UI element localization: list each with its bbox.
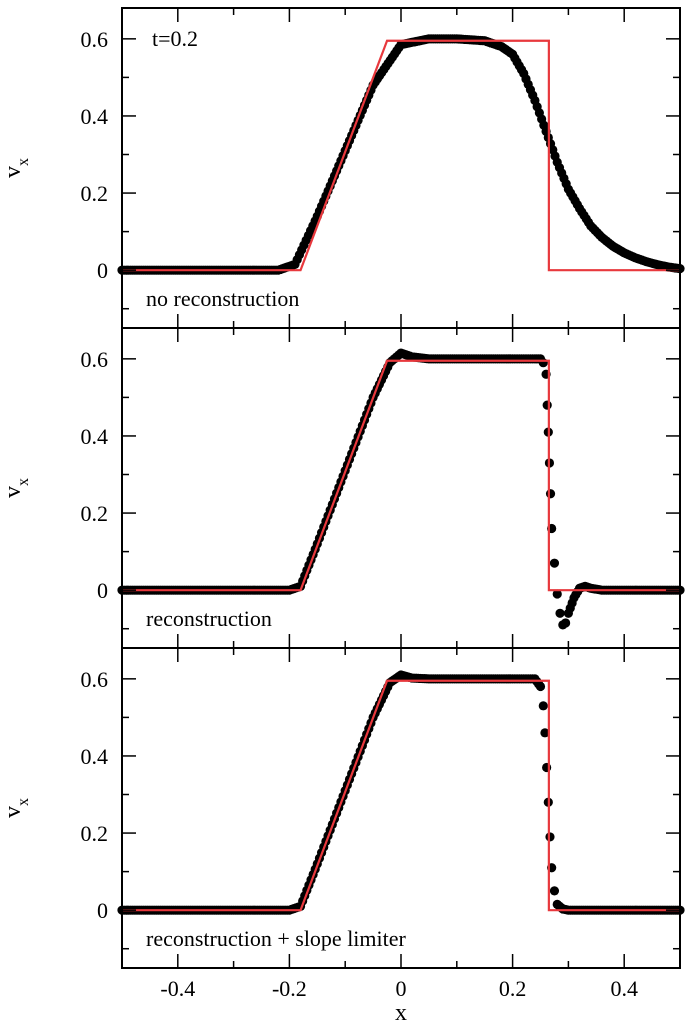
- y-axis-label-subscript: x: [15, 158, 32, 166]
- data-point: [542, 400, 552, 410]
- data-point: [552, 589, 562, 599]
- method-annotation: no reconstruction: [146, 286, 299, 311]
- plot-frame: [121, 327, 681, 649]
- y-tick-label: 0: [97, 258, 108, 283]
- y-axis-label: vx: [0, 478, 32, 498]
- y-tick-label: 0.4: [81, 424, 109, 449]
- exact-solution-line: [122, 359, 680, 592]
- x-tick-label: 0.4: [610, 976, 638, 1001]
- panel-bottom: 0 0.2 0.4 0.6 -0.4 -0.2 0 0.2 0.4 vx reconstructio…: [0, 647, 685, 1001]
- y-tick-label: 0.2: [81, 181, 109, 206]
- panels: 0 0.2 0.4 0.6 vx t=0.2 no reconstruction 0 0.2 0.…: [0, 7, 685, 1001]
- data-point: [549, 558, 560, 568]
- data-point: [538, 701, 548, 711]
- y-tick-label: 0.6: [81, 667, 109, 692]
- y-tick-label: 0.2: [81, 501, 109, 526]
- data-point: [545, 832, 555, 842]
- data-point: [545, 489, 556, 499]
- data-point: [535, 681, 546, 692]
- y-tick-label: 0.6: [81, 347, 109, 372]
- y-tick-label: 0: [97, 578, 108, 603]
- x-tick-label: 0: [396, 976, 407, 1001]
- numerical-series: [117, 34, 685, 275]
- x-tick-label: -0.2: [272, 976, 307, 1001]
- data-point: [555, 608, 565, 618]
- time-annotation: t=0.2: [152, 26, 198, 51]
- y-tick-label: 0.4: [81, 104, 109, 129]
- method-annotation: reconstruction + slope limiter: [146, 926, 407, 951]
- data-point: [561, 618, 571, 628]
- y-axis-label: vx: [0, 798, 32, 818]
- plot-frame: [121, 647, 681, 969]
- method-annotation: reconstruction: [146, 606, 272, 631]
- y-tick-label: 0: [97, 898, 108, 923]
- numerical-series: [117, 348, 685, 630]
- numerical-series: [117, 670, 685, 915]
- x-tick-label: 0.2: [499, 976, 527, 1001]
- data-point: [549, 886, 560, 896]
- x-axis-label: x: [395, 1000, 407, 1026]
- data-point: [540, 728, 550, 738]
- y-axis-label-subscript: x: [15, 478, 32, 486]
- exact-solution-line: [122, 679, 680, 912]
- y-axis-label: vx: [0, 158, 32, 178]
- plot-frame: [121, 7, 681, 329]
- panel-top: 0 0.2 0.4 0.6 vx t=0.2 no reconstruction: [0, 7, 685, 329]
- panel-middle: 0 0.2 0.4 0.6 vx reconstruction: [0, 327, 685, 649]
- exact-solution-line: [122, 39, 680, 272]
- y-tick-label: 0.6: [81, 27, 109, 52]
- x-tick-label: -0.4: [160, 976, 195, 1001]
- y-tick-label: 0.2: [81, 821, 109, 846]
- data-point: [538, 358, 548, 368]
- y-tick-label: 0.4: [81, 744, 109, 769]
- y-axis-label-subscript: x: [15, 798, 32, 806]
